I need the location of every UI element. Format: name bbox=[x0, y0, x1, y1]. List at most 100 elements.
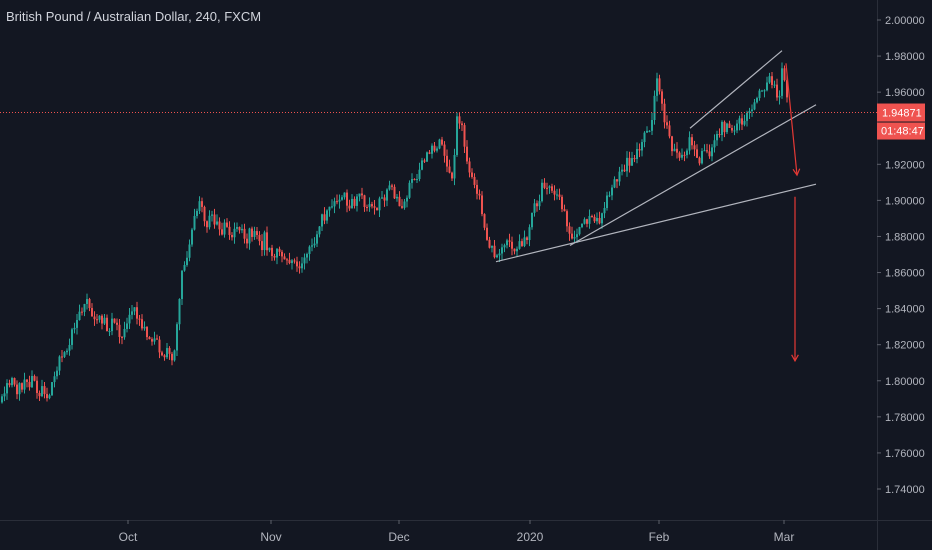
candle bbox=[551, 183, 553, 194]
candle bbox=[663, 98, 666, 129]
candle bbox=[63, 351, 66, 359]
candle bbox=[96, 313, 98, 324]
candle bbox=[28, 375, 31, 391]
candle bbox=[521, 238, 523, 248]
candle bbox=[601, 212, 603, 229]
candle bbox=[453, 148, 456, 186]
candle-body bbox=[203, 206, 206, 222]
candle bbox=[263, 230, 266, 256]
candle bbox=[268, 247, 271, 253]
candle-body bbox=[58, 356, 61, 371]
candle bbox=[556, 188, 558, 200]
candle bbox=[233, 222, 236, 244]
candle-body bbox=[518, 241, 521, 249]
candle bbox=[511, 236, 513, 256]
candle bbox=[201, 197, 203, 213]
candle-body bbox=[541, 182, 543, 202]
candle-body bbox=[278, 248, 281, 252]
candle-body bbox=[611, 187, 613, 196]
candle-body bbox=[141, 319, 143, 329]
candle-body bbox=[66, 350, 68, 353]
current-price-label: 1.94871 bbox=[882, 108, 922, 120]
price-tick-label: 1.92000 bbox=[885, 159, 925, 171]
price-axis[interactable]: 2.000001.980001.960001.940001.920001.900… bbox=[877, 15, 925, 496]
candle-body bbox=[513, 248, 516, 252]
candle bbox=[43, 382, 46, 399]
candle bbox=[706, 143, 708, 154]
candle bbox=[418, 162, 421, 182]
candle-body bbox=[73, 327, 76, 330]
candle bbox=[703, 144, 706, 152]
candle bbox=[23, 372, 26, 394]
candle bbox=[438, 138, 441, 150]
trendline bbox=[569, 104, 817, 247]
time-axis[interactable]: Oct Nov Dec 2020 Feb Mar bbox=[119, 520, 795, 544]
candle-body bbox=[693, 145, 696, 150]
candle-body bbox=[563, 209, 566, 212]
candle bbox=[723, 120, 726, 138]
candle-body bbox=[316, 234, 318, 244]
candle-body bbox=[566, 211, 568, 227]
candle bbox=[93, 311, 96, 326]
candle-body bbox=[451, 172, 453, 179]
candle bbox=[436, 146, 438, 153]
candle bbox=[256, 227, 258, 240]
candle-body bbox=[248, 228, 251, 244]
candle bbox=[6, 379, 8, 400]
candle-body bbox=[391, 185, 393, 187]
candle-body bbox=[608, 195, 611, 197]
candle bbox=[48, 393, 51, 400]
candle-body bbox=[423, 160, 426, 162]
candle-body bbox=[631, 158, 633, 166]
candle bbox=[513, 248, 516, 255]
candle bbox=[66, 348, 68, 355]
candle bbox=[18, 382, 21, 401]
candle-body bbox=[573, 237, 576, 239]
candle-body bbox=[743, 120, 746, 125]
candle bbox=[606, 191, 608, 211]
candle-body bbox=[696, 149, 698, 158]
candle bbox=[738, 115, 741, 131]
candle bbox=[628, 151, 631, 173]
candle-body bbox=[286, 259, 288, 261]
candle-body bbox=[658, 78, 661, 92]
candle bbox=[83, 303, 86, 317]
candle bbox=[523, 230, 526, 248]
candle-body bbox=[241, 228, 243, 231]
candle-body bbox=[36, 380, 38, 393]
candle bbox=[668, 120, 671, 139]
candle bbox=[416, 174, 418, 184]
candle bbox=[406, 195, 408, 208]
candle-body bbox=[146, 326, 148, 338]
candle bbox=[171, 351, 173, 366]
candle-body bbox=[296, 261, 298, 267]
candle-body bbox=[671, 136, 673, 152]
candle bbox=[561, 194, 563, 213]
candle bbox=[361, 187, 363, 200]
price-tick-label: 1.82000 bbox=[885, 340, 925, 352]
candle-body bbox=[763, 90, 766, 92]
candle-body bbox=[741, 118, 743, 125]
candle-body bbox=[71, 329, 73, 345]
candle bbox=[651, 112, 653, 135]
candle-body bbox=[111, 318, 113, 332]
candle bbox=[218, 217, 221, 236]
candle-body bbox=[531, 212, 533, 228]
candle bbox=[441, 136, 443, 146]
candle bbox=[696, 144, 698, 159]
candle bbox=[408, 180, 411, 200]
candle bbox=[683, 151, 686, 162]
candle-body bbox=[46, 394, 48, 399]
candle bbox=[376, 207, 378, 211]
candle bbox=[288, 252, 291, 265]
candle-body bbox=[678, 152, 681, 158]
candle bbox=[16, 380, 18, 400]
candle bbox=[656, 72, 658, 102]
candle bbox=[341, 195, 343, 201]
candle bbox=[528, 224, 531, 247]
arrows-layer bbox=[785, 63, 801, 363]
candle-body bbox=[123, 328, 126, 338]
candle bbox=[653, 90, 656, 125]
